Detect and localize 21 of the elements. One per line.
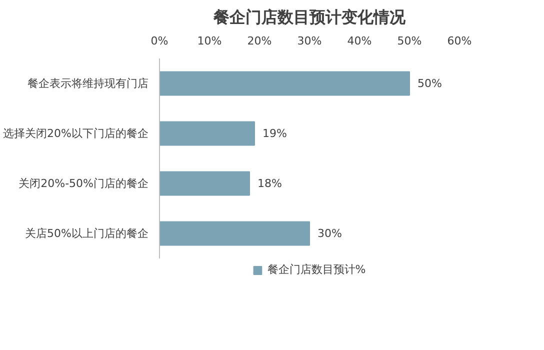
x-tick-label: 30% <box>297 34 322 48</box>
chart-title: 餐企门店数目预计变化情况 <box>212 8 406 26</box>
x-tick-label: 40% <box>347 34 372 48</box>
data-label: 19% <box>262 127 287 140</box>
y-tick-label: 关闭20%-50%门店的餐企 <box>18 177 149 190</box>
data-label: 50% <box>418 77 442 90</box>
bar <box>160 121 255 146</box>
y-tick-label: 关店50%以上门店的餐企 <box>25 227 149 240</box>
data-label: 30% <box>318 227 342 240</box>
x-tick-label: 10% <box>197 34 222 48</box>
x-tick-label: 50% <box>397 34 422 48</box>
x-tick-label: 0% <box>150 34 168 48</box>
x-tick-label: 60% <box>447 34 472 48</box>
bar <box>160 171 250 196</box>
legend-label: 餐企门店数目预计% <box>267 262 366 277</box>
y-tick-label: 选择关闭20%以下门店的餐企 <box>3 127 149 140</box>
y-tick-label: 餐企表示将维持现有门店 <box>28 77 148 90</box>
x-tick-label: 20% <box>247 34 272 48</box>
bar <box>160 221 310 246</box>
bar <box>160 71 410 96</box>
data-label: 18% <box>258 177 282 190</box>
